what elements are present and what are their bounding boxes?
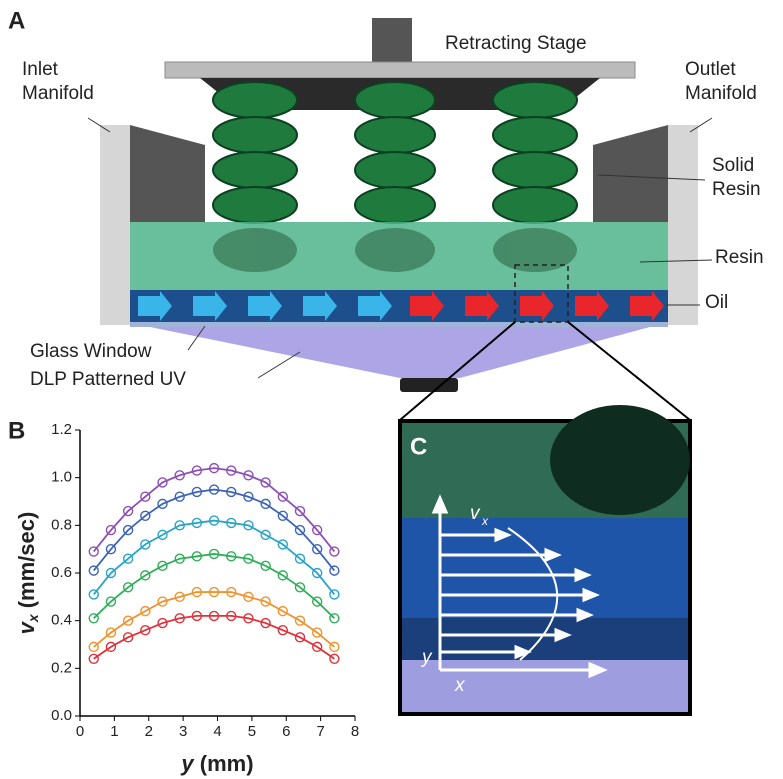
photo-glass (402, 660, 688, 712)
photo: C v x y x (400, 405, 690, 714)
panel-label: A (8, 7, 25, 34)
photo-label: y (420, 647, 433, 668)
x-tick-label: 0 (76, 723, 84, 740)
x-tick-label: 1 (110, 723, 118, 740)
panel-label: B (8, 417, 25, 444)
outlet-wall (668, 125, 698, 325)
fit-line (94, 616, 335, 659)
page: A Retracting Stage Inlet Manifold Outlet… (0, 0, 783, 779)
photo-oil-lower (402, 618, 688, 660)
x-tick-label: 6 (282, 723, 290, 740)
photo-label: v (470, 503, 481, 524)
outlet-block (593, 125, 668, 222)
y-tick-label: 0.2 (51, 659, 72, 676)
x-tick-label: 4 (213, 723, 221, 740)
y-tick-label: 1.0 (51, 469, 72, 486)
x-axis-title: y (mm) (180, 751, 253, 776)
photo-label: x (454, 675, 466, 696)
x-tick-label: 2 (145, 723, 153, 740)
stage-stem (372, 18, 412, 62)
y-axis-sub: x (25, 613, 41, 623)
x-axis-var: y (180, 751, 195, 776)
inlet-wall (100, 125, 130, 325)
label: Resin (715, 247, 764, 268)
inlet-block (130, 125, 205, 222)
glass-window (130, 322, 668, 327)
y-axis-unit: (mm/sec) (14, 512, 39, 609)
label: DLP Patterned UV (30, 369, 186, 390)
label: Retracting Stage (445, 33, 587, 54)
label: Solid (712, 155, 754, 176)
x-axis-unit: (mm) (200, 751, 254, 776)
spirals (213, 82, 577, 223)
figure: A Retracting Stage Inlet Manifold Outlet… (0, 0, 783, 779)
label: Resin (712, 179, 761, 200)
label: Oil (705, 292, 728, 313)
label: Inlet (22, 59, 59, 80)
photo-oil (402, 518, 688, 618)
photo-label: x (481, 514, 489, 528)
spiral-reflections (213, 228, 577, 272)
dlp-lamp (400, 378, 458, 392)
y-tick-label: 0.0 (51, 707, 72, 724)
x-tick-label: 3 (179, 723, 187, 740)
label: Manifold (685, 83, 757, 104)
label: Outlet (685, 59, 736, 80)
y-tick-label: 0.4 (51, 612, 72, 629)
panel-label: C (410, 433, 427, 460)
x-tick-label: 5 (248, 723, 256, 740)
zoom-line (568, 322, 690, 420)
uv-beam (150, 327, 650, 378)
y-tick-label: 0.8 (51, 516, 72, 533)
stage-plate (165, 62, 635, 78)
label: Manifold (22, 83, 94, 104)
fit-line (94, 592, 335, 647)
y-tick-label: 1.2 (51, 421, 72, 438)
y-tick-label: 0.6 (51, 564, 72, 581)
diagram: A Retracting Stage Inlet Manifold Outlet… (8, 7, 764, 420)
x-tick-label: 8 (351, 723, 359, 740)
y-axis-title: vx(mm/sec) (14, 512, 41, 635)
label: Glass Window (30, 341, 152, 362)
photo-part (550, 405, 690, 515)
fit-line (94, 468, 335, 551)
x-tick-label: 7 (316, 723, 324, 740)
